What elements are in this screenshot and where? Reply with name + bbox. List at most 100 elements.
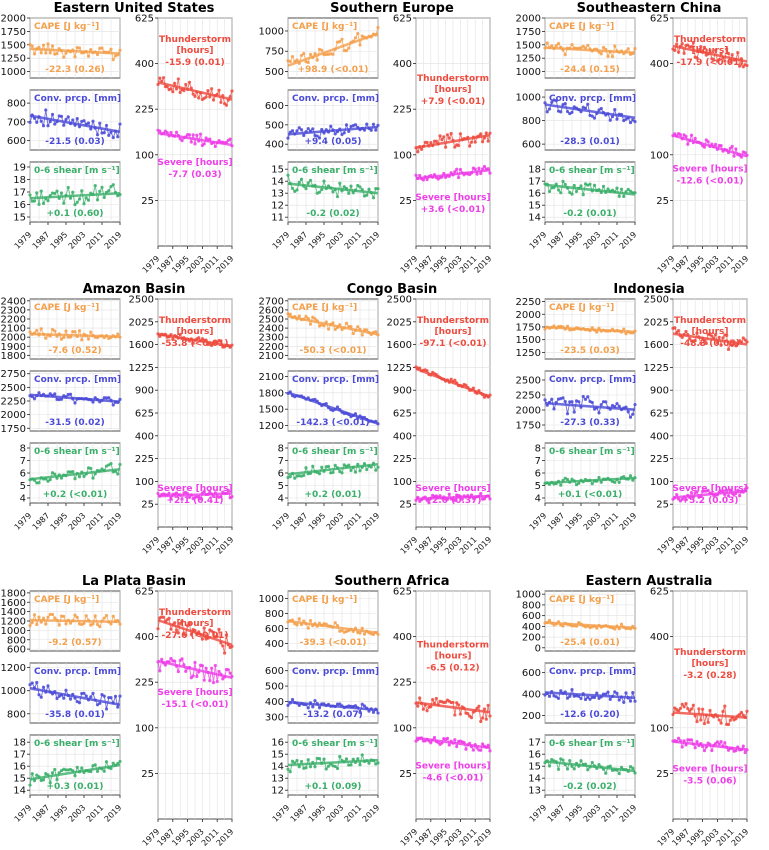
shear-point [628,474,633,478]
y-tick-label: 2300 [259,333,284,344]
y-tick-label: 2400 [1,296,26,307]
thunder-point [442,135,446,139]
x-tick-label: 1979 [13,230,34,251]
shear-point [30,772,34,776]
thunder-point [723,704,727,708]
y-tick-label: 400 [393,59,412,70]
thunder-point [697,707,701,711]
prcp-point [597,411,601,415]
cape-point [98,46,102,50]
shear-point [59,191,64,195]
region-panel-amazon-basin: Amazon Basin1800190020002100220023002400… [1,282,236,556]
prcp-point [53,122,57,126]
x-tick-label: 2011 [343,230,364,251]
prcp-label: Conv. prcp. [mm] [292,375,379,385]
y-tick-label: 12 [271,786,284,797]
severe-point [208,137,212,141]
x-tick-label: 2019 [361,511,382,532]
prcp-point [563,101,567,106]
thunder-point [702,45,707,50]
thunder-point [469,716,474,720]
y-tick-label: 2100 [259,351,284,362]
cape-point [633,46,637,51]
severe-trend-text: -4.6 (<0.01) [423,774,484,784]
cape-point [610,55,615,59]
shear-point [39,189,43,193]
x-tick-label: 1995 [564,230,585,251]
thunder-point [701,707,705,711]
cape-point [338,40,342,44]
shear-point [619,187,624,191]
y-tick-label: 625 [650,14,669,25]
y-tick-label: 400 [522,622,541,633]
thunder-point [178,332,182,336]
y-tick-label: 1200 [259,421,284,432]
prcp-point [590,400,594,405]
cape-trend-line [287,314,379,336]
severe-label: Severe [hours] [672,764,747,774]
thunder-point [434,139,438,143]
thunder-point [219,100,223,105]
prcp-trend-line [29,686,121,707]
thunder-point [449,131,453,136]
cape-point [331,52,335,56]
thunder-point [169,87,173,91]
shear-point [324,767,328,771]
thunder-point [173,621,177,625]
thunder-point [739,710,744,715]
thunder-point [695,720,699,724]
thunder-point [429,705,433,709]
shear-point [358,469,362,473]
y-tick-label: 15 [271,165,284,176]
y-tick-label: 1225 [387,363,412,374]
severe-point [695,490,699,494]
prcp-point [102,694,106,698]
thunder-point [440,138,444,142]
cape-trend-line [544,621,636,630]
shear-point [604,771,608,775]
y-tick-label: 1500 [516,40,541,51]
thunder-point [444,145,448,149]
shear-trend-text: +0.1 (0.09) [304,782,361,792]
cape-point [376,25,380,30]
y-tick-label: 1750 [516,322,541,333]
shear-trend-line [287,182,379,195]
prcp-point [82,119,86,123]
region-title: Amazon Basin [83,282,186,297]
thunder-point [418,696,422,700]
thunder-point [693,339,697,343]
y-tick-label: 400 [265,140,284,151]
cape-point [118,622,122,626]
y-tick-label: 800 [522,600,541,611]
severe-point [684,498,688,502]
shear-point [95,198,100,202]
x-tick-label: 2019 [103,511,124,532]
prcp-trend-line [29,114,121,134]
cape-point [32,52,37,56]
severe-trend-line [157,492,233,498]
y-tick-label: 15 [528,762,541,773]
prcp-point [595,691,599,695]
y-tick-label: 400 [650,632,669,643]
cape-point [84,614,88,618]
cape-point [48,51,52,55]
region-title: Southeastern China [577,1,722,16]
shear-point [53,191,57,196]
cape-point [77,46,82,50]
y-tick-label: 225 [135,454,154,465]
cape-point [64,51,68,55]
thunder-label-unit: [hours] [691,659,728,669]
severe-trend-line [157,131,233,147]
prcp-point [543,693,547,697]
severe-point [200,664,204,668]
prcp-point [615,117,619,121]
prcp-point [550,397,554,401]
shear-trend-line [29,763,121,781]
shear-point [586,768,590,772]
shear-trend-line [29,467,121,481]
y-tick-label: 15 [271,750,284,761]
x-tick-label: 2019 [730,254,751,275]
prcp-point [360,702,364,706]
prcp-point [28,683,32,687]
thunder-point [723,59,727,63]
